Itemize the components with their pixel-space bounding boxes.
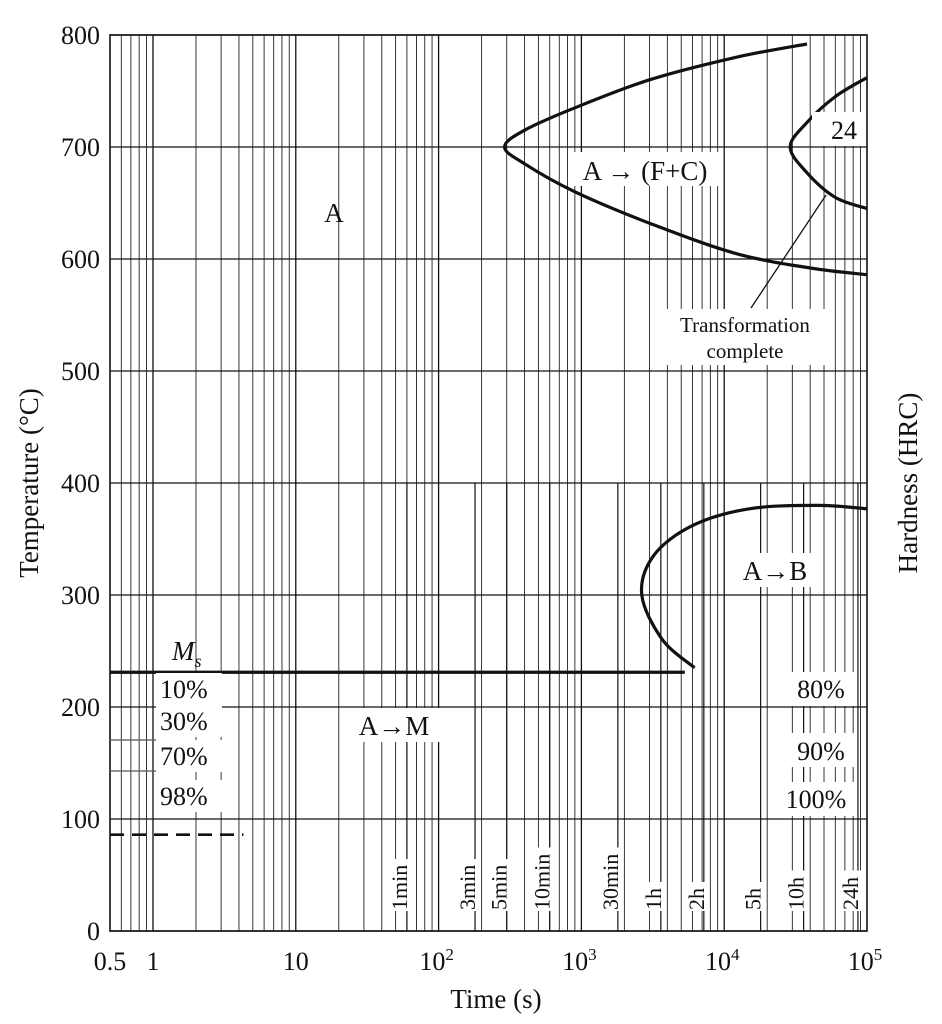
hardness-label: 80% [797,675,845,704]
time-mark-label: 24h [838,877,863,910]
y-tick-label: 800 [61,21,100,50]
hardness-label: 100% [786,785,847,814]
annotation-leader [750,194,827,309]
y-axis-title: Temperature (°C) [14,388,44,578]
time-mark-label: 30min [598,854,623,910]
time-mark-label: 3min [455,865,480,910]
y-tick-label: 300 [61,581,100,610]
x-tick-label: 1 [146,947,159,976]
time-mark-label-bg [782,870,809,911]
annotation-text: Transformation [680,313,810,337]
percent-label-bg [156,673,222,705]
time-mark-label-bg [682,882,709,911]
time-mark-label: 2h [684,888,709,910]
hardness-label-bg [776,782,856,816]
bainite-start [639,503,868,670]
hardness-label-bg [788,733,854,767]
region-label-austenite: A [324,198,344,228]
martensite-percent-label: 98% [160,782,208,811]
martensite-percent-label: 10% [160,675,208,704]
hardness-label-bg [788,672,854,706]
pearlite-start [502,42,868,277]
x-axis-title: Time (s) [450,984,541,1014]
annotation-text: complete [707,339,784,363]
ms-label: Ms [171,636,202,671]
x-tick-label: 103 [562,945,597,976]
time-mark-label: 1h [641,888,666,910]
right-axis-title: Hardness (HRC) [893,393,923,574]
percent-label-bg [156,780,222,812]
y-tick-label: 400 [61,469,100,498]
region-label-martensite: A→M [359,711,430,741]
region-label-pearlite: A → (F+C) [583,156,708,186]
percent-label-bg [156,740,222,772]
time-mark-label: 5min [487,865,512,910]
time-mark-label: 10min [530,854,555,910]
time-mark-label-bg [485,859,512,911]
plot-frame [109,34,868,932]
time-mark-label-bg [596,847,623,911]
time-mark-label-bg [385,859,412,911]
y-tick-label: 600 [61,245,100,274]
x-tick-label: 102 [419,945,454,976]
time-mark-label-bg [639,882,666,911]
region-label-bg [346,708,442,742]
x-tick-label: 10 [283,947,309,976]
hardness-label: 90% [797,737,845,766]
labels: 0 100 200 300 400 500 600 700 800 0.5 1 10 102 103 104… [14,21,923,1014]
annotation-bg [662,309,828,365]
grid [109,34,868,932]
percent-label-bg [156,705,222,737]
time-mark-label: 1min [387,865,412,910]
time-mark-label-bg [528,847,555,911]
x-tick-label: 104 [705,945,740,976]
region-label-bg [732,553,818,587]
martensite-percent-label: 70% [160,742,208,771]
time-mark-label: 10h [784,877,809,910]
x-tick-label: 105 [848,945,883,976]
y-tick-label: 200 [61,693,100,722]
transformation-curves [110,42,868,836]
time-mark-label-bg [739,882,766,911]
region-label-bg [570,152,720,186]
hardness-label-bg [812,112,864,146]
y-tick-label: 0 [87,917,100,946]
region-label-bainite: A→B [743,556,808,586]
time-mark-label-bg [836,870,863,911]
y-tick-label: 700 [61,133,100,162]
y-tick-label: 100 [61,805,100,834]
time-mark-label: 5h [741,888,766,910]
x-tick-label: 0.5 [94,947,127,976]
time-mark-label-bg [454,859,481,911]
y-tick-label: 500 [61,357,100,386]
pearlite-finish [788,76,868,211]
martensite-percent-label: 30% [160,707,208,736]
hardness-label: 24 [831,116,857,145]
